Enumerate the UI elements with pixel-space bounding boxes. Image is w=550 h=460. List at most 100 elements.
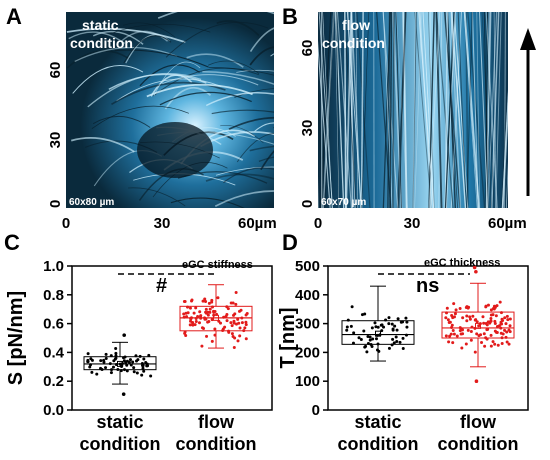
data-point	[352, 331, 356, 335]
y-tick-label: 0.0	[43, 402, 64, 419]
data-point	[500, 342, 504, 346]
significance-label: #	[156, 275, 167, 297]
data-point	[224, 314, 228, 318]
outlier-point	[474, 379, 479, 384]
data-point	[506, 318, 510, 322]
data-point	[505, 330, 509, 334]
data-point	[192, 311, 196, 315]
panel-letter-c: C	[4, 230, 20, 255]
data-point	[493, 319, 497, 323]
data-point	[387, 346, 391, 350]
data-point	[194, 319, 198, 323]
data-point	[503, 328, 507, 332]
data-point	[216, 296, 220, 300]
data-point	[470, 325, 474, 329]
data-point	[452, 302, 456, 306]
scale-text: 60x70 µm	[321, 197, 366, 208]
data-point	[145, 364, 149, 368]
data-point	[204, 307, 208, 311]
data-point	[360, 313, 364, 317]
data-point	[507, 342, 511, 346]
data-point	[104, 366, 108, 370]
data-point	[459, 332, 463, 336]
data-point	[390, 343, 394, 347]
data-point	[90, 370, 94, 374]
mean-marker	[213, 314, 219, 321]
data-point	[469, 338, 473, 342]
data-point	[451, 341, 455, 345]
data-point	[190, 298, 194, 302]
data-point	[114, 346, 118, 350]
data-point	[395, 340, 399, 344]
data-point	[495, 304, 499, 308]
data-point	[236, 339, 240, 343]
data-point	[465, 314, 469, 318]
data-point	[147, 353, 151, 357]
data-point	[222, 315, 226, 319]
panel-letter-b: B	[282, 4, 298, 29]
data-point	[200, 344, 204, 348]
data-point	[140, 373, 144, 377]
data-point	[499, 322, 503, 326]
y-tick-label: 0.6	[43, 316, 64, 333]
image-label-line2: condition	[70, 35, 133, 51]
data-point	[345, 328, 349, 332]
data-point	[401, 336, 405, 340]
y-tick-label: 0.4	[43, 344, 65, 361]
data-point	[109, 354, 113, 358]
data-point	[185, 315, 189, 319]
y-tick-0: 0	[299, 200, 316, 208]
data-point	[213, 327, 217, 331]
data-point	[489, 308, 493, 312]
data-point	[405, 325, 409, 329]
x-tick-60: 60µm	[488, 215, 527, 232]
data-point	[99, 366, 103, 370]
data-point	[238, 309, 242, 313]
image-label-line2: condition	[322, 35, 385, 51]
significance-label: ns	[416, 275, 439, 297]
data-point	[138, 354, 142, 358]
data-point	[125, 369, 129, 373]
y-tick-label: 200	[295, 344, 320, 361]
panel-b: B flow condition 60x70 µm 0 30 60µm 0 30…	[282, 4, 536, 232]
mean-marker	[475, 322, 481, 329]
data-point	[491, 340, 495, 344]
data-point	[398, 340, 402, 344]
x-tick-30: 30	[154, 215, 171, 232]
data-point	[232, 345, 236, 349]
data-point	[128, 358, 132, 362]
data-point	[240, 316, 244, 320]
afm-image-static	[66, 12, 274, 208]
data-point	[221, 329, 225, 333]
y-tick-30: 30	[299, 120, 316, 137]
data-point	[191, 323, 195, 327]
data-point	[88, 365, 92, 369]
data-point	[211, 305, 215, 309]
y-tick-label: 400	[295, 287, 320, 304]
data-point	[481, 315, 485, 319]
data-point	[454, 308, 458, 312]
data-point	[244, 320, 248, 324]
data-point	[199, 316, 203, 320]
outlier-point	[472, 265, 477, 270]
data-point	[110, 368, 114, 372]
annotation-label: eGC stiffness	[182, 259, 253, 271]
data-point	[489, 333, 493, 337]
data-point	[242, 329, 246, 333]
data-point	[219, 321, 223, 325]
data-point	[132, 366, 136, 370]
y-tick-label: 0.2	[43, 373, 64, 390]
data-point	[208, 310, 212, 314]
data-point	[375, 348, 379, 352]
data-point	[186, 311, 190, 315]
data-point	[449, 332, 453, 336]
data-point	[444, 334, 448, 338]
data-point	[233, 312, 237, 316]
data-point	[234, 322, 238, 326]
data-point	[197, 321, 201, 325]
data-point	[102, 360, 106, 364]
annotation-label: eGC thickness	[424, 257, 500, 269]
data-point	[371, 337, 375, 341]
data-point	[499, 311, 503, 315]
